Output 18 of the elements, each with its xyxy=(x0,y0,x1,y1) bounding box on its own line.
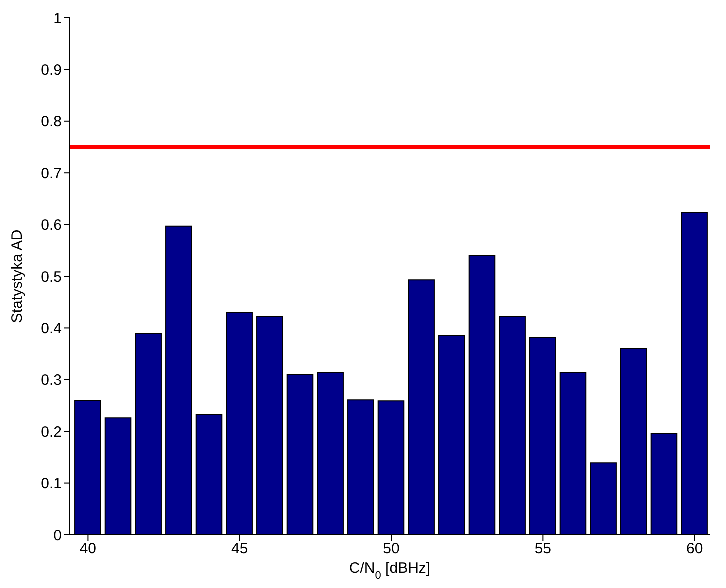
y-tick-label: 0.9 xyxy=(41,62,62,80)
y-tick-label: 0 xyxy=(54,527,62,544)
y-tick-label: 0.8 xyxy=(41,114,62,131)
y-tick-label: 0.3 xyxy=(41,372,62,390)
y-tick-label: 0.6 xyxy=(41,217,62,234)
y-tick-label: 0.5 xyxy=(41,268,62,286)
x-tick-label: 60 xyxy=(686,540,704,558)
x-tick-label: 40 xyxy=(80,540,97,558)
y-tick-label: 0.4 xyxy=(41,320,62,338)
y-tick-label: 0.1 xyxy=(41,476,62,493)
y-tick-label: 1 xyxy=(54,10,62,28)
y-axis-title: Statystyka AD xyxy=(9,230,26,324)
y-tick-label: 0.2 xyxy=(41,424,62,441)
x-tick-label: 45 xyxy=(232,540,248,558)
x-tick-label: 50 xyxy=(383,540,400,558)
y-tick-label: 0.7 xyxy=(41,165,62,182)
x-tick-label: 55 xyxy=(534,540,552,558)
x-axis-title: C/N$_{0}$ [dBHz] xyxy=(349,560,431,582)
